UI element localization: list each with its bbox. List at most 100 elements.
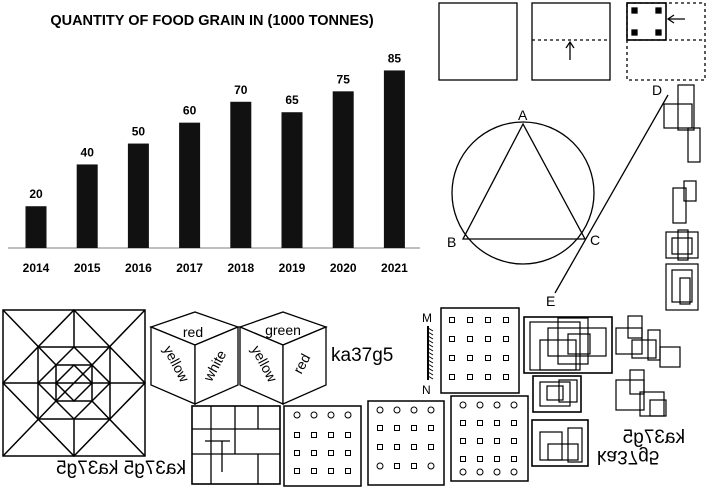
- mirror-hatch-line: [427, 363, 434, 368]
- overlap-rect: [659, 346, 681, 368]
- corner-line: [2, 309, 57, 366]
- circle-triangle-figure: [451, 94, 669, 294]
- dot-circle: [327, 411, 335, 419]
- overlap-rect: [647, 329, 661, 361]
- dot-circle: [510, 468, 518, 476]
- dot-square: [345, 432, 351, 438]
- bars-group: 20 2014 40 2015 50 2016 60 2017 70 2018 65 2019 75 20…: [23, 51, 408, 275]
- dot-square: [503, 355, 509, 361]
- dot-square: [503, 336, 509, 342]
- dot-circle: [459, 401, 467, 409]
- bar-value-label: 75: [337, 72, 351, 86]
- dot-circle: [376, 462, 384, 470]
- corner-line: [2, 400, 57, 457]
- line-box-frame: [191, 405, 281, 485]
- dot-square: [411, 425, 417, 431]
- dot-square: [328, 468, 334, 474]
- corner-line: [91, 309, 146, 366]
- circle: [451, 121, 595, 265]
- dot-circle: [410, 406, 418, 414]
- mirror-hatch-line: [427, 339, 434, 344]
- mirror-hatch-line: [427, 355, 434, 360]
- strip-shape: [687, 127, 701, 163]
- strip-shape: [665, 263, 699, 311]
- label-e: E: [546, 293, 555, 309]
- bar-chart: QUANTITY OF FOOD GRAIN IN (1000 TONNES) …: [8, 13, 420, 275]
- dot-circle: [393, 406, 401, 414]
- overlap-rect: [539, 431, 563, 461]
- dot-square: [311, 432, 317, 438]
- strip-shape: [671, 237, 693, 255]
- dot-square: [294, 468, 300, 474]
- x-tick-label: 2017: [176, 261, 203, 275]
- overlap-rect: [567, 333, 591, 355]
- nested-square-figure: [1, 308, 147, 458]
- dot-circle: [510, 401, 518, 409]
- dot-square: [294, 432, 300, 438]
- overlap-rect: [629, 369, 645, 395]
- dot-square: [394, 444, 400, 450]
- dot-circle: [376, 406, 384, 414]
- overlap-rect: [567, 427, 583, 463]
- paper-folding-figures: [438, 2, 706, 81]
- mirror-hatch-line: [427, 371, 434, 376]
- label-c: C: [590, 232, 600, 248]
- dot-circle: [427, 406, 435, 414]
- x-tick-label: 2018: [227, 261, 254, 275]
- folded-quarter: [626, 2, 667, 41]
- mirror-hatch-line: [427, 367, 434, 372]
- cube-1-top-label: red: [183, 324, 203, 340]
- dot-square: [428, 444, 434, 450]
- dot-square: [485, 317, 491, 323]
- dot-circle: [459, 468, 467, 476]
- cube-1-right: [194, 326, 239, 405]
- dot-circle: [310, 411, 318, 419]
- dot-circle: [344, 411, 352, 419]
- circle-labels: A B C D E: [447, 82, 662, 309]
- label-a: A: [518, 107, 528, 123]
- dot-square: [467, 355, 473, 361]
- dot-square: [485, 336, 491, 342]
- line-de: [554, 94, 669, 294]
- bar-value-label: 85: [388, 51, 402, 65]
- dot-square: [328, 432, 334, 438]
- overlap-rectangles-small: [532, 375, 582, 413]
- overlap-rect: [615, 327, 643, 355]
- overlap-rect: [539, 381, 571, 407]
- overlap-rectangles-right: [615, 315, 681, 417]
- dot-circle: [476, 468, 484, 476]
- cube-1: red yellow white: [149, 311, 240, 405]
- mirror-hatch-line: [427, 335, 434, 340]
- dot-square: [467, 374, 473, 380]
- dot-square: [449, 317, 455, 323]
- dot-square: [511, 420, 517, 426]
- mirror-label-m: M: [422, 311, 432, 325]
- mirrored-code-top: ka37g5: [623, 427, 685, 448]
- strip-shape: [663, 103, 693, 129]
- dot-grid-4: [450, 395, 529, 482]
- dot-square: [328, 450, 334, 456]
- strip-shape: [677, 229, 689, 261]
- x-tick-label: 2021: [381, 261, 408, 275]
- dot-grid-frame: [283, 405, 362, 487]
- cube-2-right: [282, 326, 327, 405]
- x-tick-label: 2016: [125, 261, 152, 275]
- strip-shape: [679, 277, 691, 305]
- label-d: D: [652, 82, 662, 98]
- chart-title: QUANTITY OF FOOD GRAIN IN (1000 TONNES): [50, 13, 374, 29]
- bar-value-label: 50: [132, 125, 146, 139]
- right-figure-strip: [663, 84, 701, 311]
- mirror-hatch-line: [427, 343, 434, 348]
- dot-square: [503, 374, 509, 380]
- dot-grid-1: [440, 307, 520, 394]
- bar-2014: [25, 206, 47, 248]
- dot-square: [345, 450, 351, 456]
- dot-circle: [476, 401, 484, 409]
- dot-square: [411, 444, 417, 450]
- x-tick-label: 2014: [23, 261, 50, 275]
- strip-shape: [677, 84, 695, 131]
- bar-value-label: 20: [29, 187, 43, 201]
- overlap-rect: [557, 317, 589, 365]
- bar-2020: [332, 91, 354, 248]
- overlap-rect: [547, 327, 607, 357]
